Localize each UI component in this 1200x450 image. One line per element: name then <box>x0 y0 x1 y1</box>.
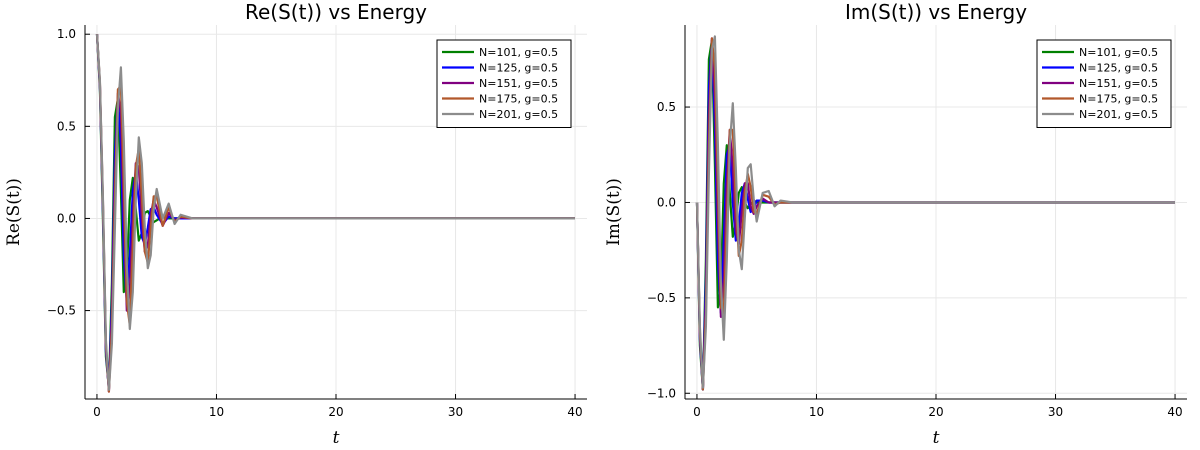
panel-re: 0 10 20 30 40 −0.5 0.0 0.5 1.0 Re(S(t)) vs Energy… <box>4 0 587 448</box>
x-tick-label: 30 <box>448 405 463 419</box>
legend-entry-label: N=125, g=0.5 <box>1079 62 1158 75</box>
legend-entry-label: N=151, g=0.5 <box>1079 77 1158 90</box>
x-tick-label: 10 <box>209 405 224 419</box>
legend-entry-label: N=101, g=0.5 <box>1079 46 1158 59</box>
y-tick-label: −1.0 <box>647 386 676 400</box>
chart-title: Re(S(t)) vs Energy <box>245 0 427 24</box>
y-axis-label: Re(S(t)) <box>4 178 24 246</box>
y-tick-label: −0.5 <box>647 291 676 305</box>
legend-entry-label: N=175, g=0.5 <box>1079 93 1158 106</box>
x-axis-label: t <box>333 428 340 448</box>
y-tick-label: 0.0 <box>657 195 676 209</box>
legend-entry-label: N=125, g=0.5 <box>479 62 558 75</box>
x-tick-label: 10 <box>809 405 824 419</box>
legend: N=101, g=0.5 N=125, g=0.5 N=151, g=0.5 N=17… <box>436 39 572 128</box>
legend-entry-label: N=175, g=0.5 <box>479 93 558 106</box>
x-tick-label: 30 <box>1048 405 1063 419</box>
panel-im: 0 10 20 30 40 −1.0 −0.5 0.0 0.5 Im(S(t)) vs Energ… <box>604 0 1187 448</box>
series-group <box>695 35 1175 391</box>
x-axis-label: t <box>933 428 940 448</box>
y-tick-label: 0.0 <box>57 211 76 225</box>
y-tick-label: 1.0 <box>57 27 76 41</box>
x-tick-label: 20 <box>928 405 943 419</box>
y-tick-label: −0.5 <box>47 304 76 318</box>
legend: N=101, g=0.5 N=125, g=0.5 N=151, g=0.5 N=17… <box>1036 39 1172 128</box>
y-axis-label: Im(S(t)) <box>604 178 624 246</box>
legend-entry-label: N=201, g=0.5 <box>1079 108 1158 121</box>
y-tick-label: 0.5 <box>657 100 676 114</box>
series-line-5 <box>695 35 1175 389</box>
series-line-5 <box>95 34 575 391</box>
legend-entry-label: N=151, g=0.5 <box>479 77 558 90</box>
series-group <box>95 34 575 393</box>
legend-entry-label: N=101, g=0.5 <box>479 46 558 59</box>
x-tick-label: 0 <box>693 405 701 419</box>
x-tick-label: 20 <box>328 405 343 419</box>
legend-entry-label: N=201, g=0.5 <box>479 108 558 121</box>
x-tick-label: 40 <box>567 405 582 419</box>
x-tick-label: 0 <box>93 405 101 419</box>
y-tick-label: 0.5 <box>57 119 76 133</box>
chart-title: Im(S(t)) vs Energy <box>845 0 1027 24</box>
x-tick-label: 40 <box>1167 405 1182 419</box>
